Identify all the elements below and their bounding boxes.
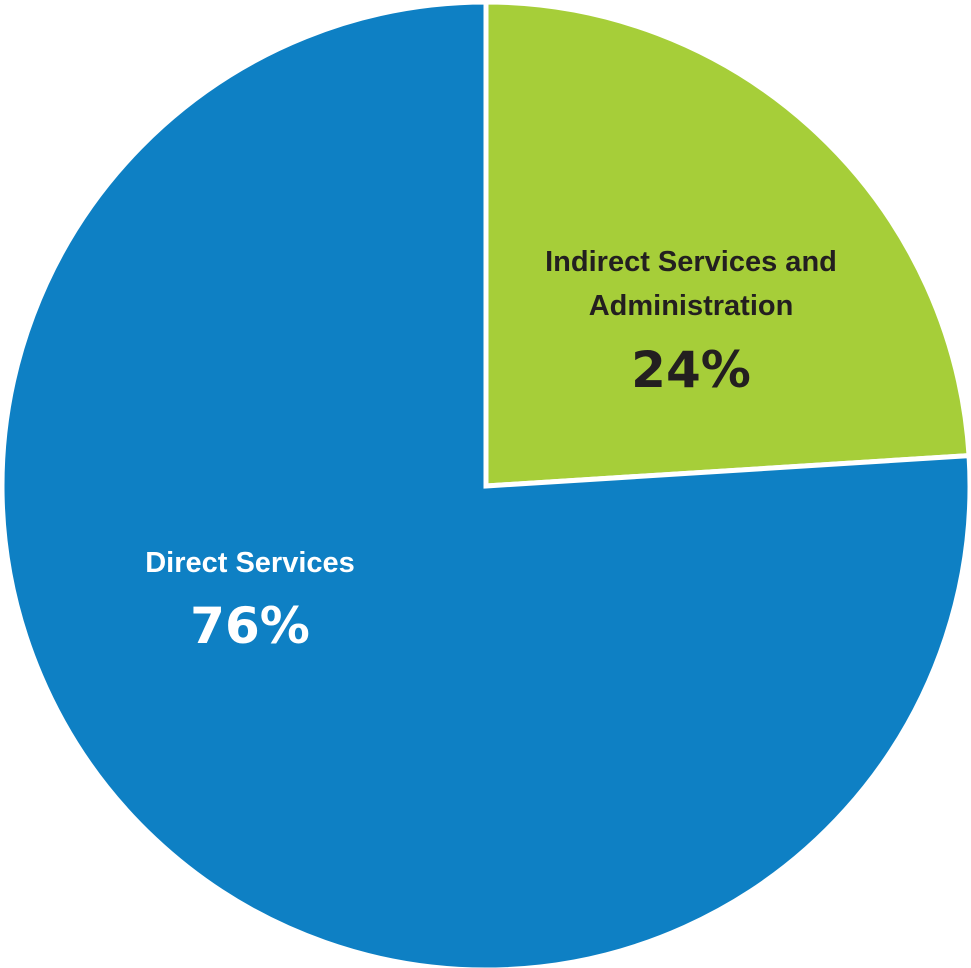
slice-value-direct: 76% [190,597,310,655]
slice-value-indirect: 24% [631,341,751,399]
slice-label-indirect-line1: Indirect Services and [545,246,837,278]
slice-label-direct-line1: Direct Services [145,547,355,579]
slice-label-indirect-line2: Administration [589,290,794,322]
pie-labels: Indirect Services and Administration 24%… [145,246,837,655]
pie-slice-indirect [483,0,971,489]
